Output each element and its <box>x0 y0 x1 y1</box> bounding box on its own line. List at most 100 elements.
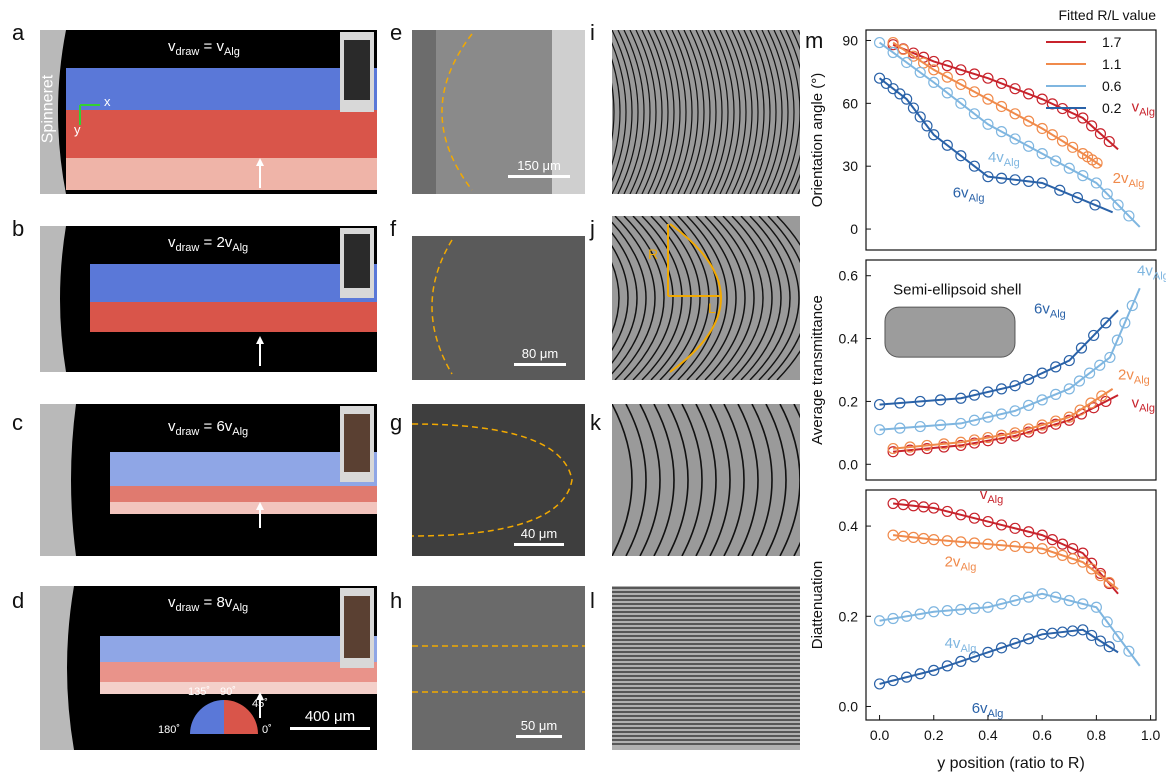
x-tick-label: 1.0 <box>1141 727 1161 743</box>
data-point <box>995 642 1008 654</box>
arc-line <box>773 30 795 194</box>
fit-line <box>892 41 1103 168</box>
panel-label-f: f <box>390 216 397 241</box>
data-point <box>955 603 967 616</box>
data-point <box>901 93 913 105</box>
panel-label-m: m <box>805 28 824 53</box>
data-point <box>1119 317 1131 329</box>
arc-line <box>665 30 687 194</box>
data-point <box>1075 342 1088 354</box>
data-point <box>914 395 926 408</box>
scalebar-f: 80 μm <box>514 346 566 366</box>
arc-line <box>779 404 800 556</box>
data-point <box>968 86 981 98</box>
data-point <box>941 87 953 99</box>
data-point <box>1086 563 1098 575</box>
y-tick-label: 30 <box>842 158 858 174</box>
axis-y-label: y <box>74 122 81 137</box>
y-tick-label: 0.4 <box>839 518 859 534</box>
plot-frame <box>865 489 1157 721</box>
ellipse-outline <box>669 223 722 373</box>
data-point <box>1063 383 1075 395</box>
data-point <box>1050 155 1062 167</box>
data-point <box>914 420 926 433</box>
data-point <box>901 671 913 683</box>
data-point <box>928 502 940 514</box>
data-point <box>1077 624 1089 636</box>
data-point <box>887 674 899 687</box>
y-tick-label: 0.0 <box>839 698 859 714</box>
data-point <box>941 535 953 547</box>
arc-line <box>740 216 782 380</box>
data-point <box>1103 576 1115 589</box>
data-point <box>928 129 940 141</box>
chart-panel-m: 0 30 60 90 Orientation angle (°) vAlg 2vAlg 4vA… <box>809 7 1166 772</box>
data-point <box>1086 120 1098 132</box>
arc-line <box>683 30 705 194</box>
y-tick-label: 60 <box>842 95 858 111</box>
data-point <box>941 660 953 672</box>
data-point <box>982 386 994 398</box>
panel-label-l: l <box>590 588 595 613</box>
sim-image-j: R L <box>612 216 800 380</box>
data-point <box>1096 390 1108 402</box>
arc-line <box>713 216 755 380</box>
y-tick-label: 0 <box>850 221 858 237</box>
data-point <box>1023 541 1035 554</box>
data-point <box>914 668 926 680</box>
arc-line <box>625 404 647 556</box>
arc-line <box>695 216 737 380</box>
data-point <box>1112 199 1124 211</box>
data-point <box>928 534 940 546</box>
data-point <box>1050 591 1062 603</box>
sem-image-g: 40 μm <box>412 404 585 556</box>
arc-line <box>761 30 783 194</box>
panel-label-g: g <box>390 410 403 435</box>
orientation-map-d: vdraw = 8vAlg 135˚ 90˚ 45˚ 180˚ 0˚ 400 μ… <box>40 586 377 750</box>
data-point <box>955 64 967 76</box>
arc-line <box>647 30 669 194</box>
data-point <box>938 441 950 453</box>
panel-label-b: b <box>12 216 25 241</box>
fiber-graphic-c <box>40 404 377 556</box>
wheel-0: 0˚ <box>262 724 272 736</box>
data-point <box>982 93 994 105</box>
data-point <box>982 515 994 528</box>
data-point <box>1036 394 1048 406</box>
data-point <box>955 97 967 109</box>
fit-line <box>893 388 1114 450</box>
data-point <box>1036 419 1048 431</box>
arc-line <box>743 30 765 194</box>
arc-line <box>731 30 753 194</box>
scalebar-g: 40 μm <box>514 526 564 546</box>
data-point <box>1123 210 1135 222</box>
caption-a: vdraw = vAlg <box>168 38 240 58</box>
legend-entry: 0.2 <box>1102 100 1122 116</box>
data-point <box>1036 122 1048 135</box>
arc-line <box>617 30 639 194</box>
arc-line <box>671 30 693 194</box>
data-point <box>921 120 933 132</box>
data-point <box>1009 427 1021 439</box>
data-point <box>1094 128 1107 140</box>
data-point <box>894 422 906 434</box>
data-point <box>941 139 953 151</box>
data-point <box>1063 414 1075 426</box>
arc-line <box>749 216 791 380</box>
data-point <box>894 397 906 409</box>
data-point <box>1009 133 1021 145</box>
data-point <box>1077 556 1089 568</box>
orientation-map-b: vdraw = 2vAlg <box>40 226 377 372</box>
series-annotation: vAlg <box>980 486 1003 506</box>
arc-line <box>695 404 717 556</box>
data-point <box>968 434 981 446</box>
y-axis-label: Diattenuation <box>809 561 826 649</box>
data-point <box>873 615 886 627</box>
legend-entry: 1.1 <box>1102 56 1122 72</box>
data-point <box>1023 373 1035 386</box>
data-point <box>873 678 886 690</box>
data-point <box>968 414 981 426</box>
panel-label-j: j <box>590 216 595 241</box>
fiber-graphic-b <box>40 226 377 372</box>
data-point <box>1083 367 1096 379</box>
